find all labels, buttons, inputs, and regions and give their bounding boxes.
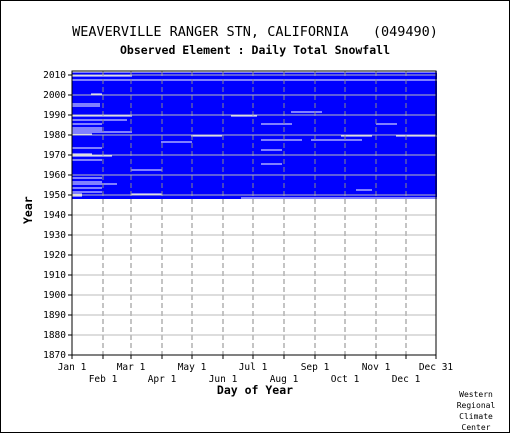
x-tick-label: Dec 1	[392, 374, 421, 385]
missing-segment	[341, 135, 372, 137]
y-tick-label: 1890	[43, 310, 66, 321]
x-tick-label: Dec 31	[419, 362, 454, 373]
missing-segment	[231, 115, 257, 117]
missing-segment	[376, 123, 397, 125]
y-tick-label: 1990	[43, 110, 66, 121]
grid-layer	[72, 71, 436, 355]
y-tick-label: 1930	[43, 230, 66, 241]
missing-segment	[72, 79, 437, 81]
missing-segment	[72, 133, 92, 135]
y-axis-label: Year	[21, 196, 35, 224]
missing-segment	[161, 141, 192, 143]
tick-layer: 1870 1880 1890 1900 1910 1920 1930 1940 1950 1960…	[43, 70, 453, 385]
missing-segment	[261, 139, 302, 141]
missing-segment	[72, 105, 100, 107]
x-tick-label: Jan 1	[58, 362, 87, 373]
missing-segment	[72, 183, 117, 185]
missing-segment	[91, 93, 102, 95]
missing-segment	[356, 189, 372, 191]
missing-segment	[72, 177, 102, 179]
missing-segment	[72, 187, 102, 189]
credit-line: Western	[459, 390, 493, 399]
credit-block: Western Regional Climate Center	[446, 389, 506, 433]
missing-segment	[241, 197, 437, 199]
missing-segment	[72, 119, 127, 121]
y-tick-label: 1870	[43, 350, 66, 361]
missing-segment	[291, 111, 322, 113]
missing-segment	[72, 123, 102, 125]
x-tick-label: Apr 1	[148, 374, 177, 385]
y-tick-label: 1900	[43, 290, 66, 301]
missing-segment	[396, 135, 437, 137]
missing-segment	[311, 139, 362, 141]
chart-subtitle: Observed Element : Daily Total Snowfall	[119, 43, 391, 57]
y-tick-label: 1920	[43, 250, 66, 261]
missing-segment	[261, 163, 282, 165]
missing-segment	[72, 159, 102, 161]
y-tick-label: 1950	[43, 190, 66, 201]
missing-segment	[72, 153, 92, 155]
plot-border	[71, 70, 437, 356]
missing-segment	[191, 135, 222, 137]
x-tick-label: Nov 1	[362, 362, 391, 373]
missing-segment	[72, 75, 132, 77]
x-tick-label: Oct 1	[331, 374, 360, 385]
missing-segment	[72, 155, 112, 157]
y-tick-label: 1940	[43, 210, 66, 221]
missing-segment	[261, 149, 282, 151]
missing-segment	[72, 127, 102, 129]
x-tick-label: Aug 1	[270, 374, 299, 385]
y-tick-label: 2010	[43, 70, 66, 81]
missing-segment	[72, 115, 132, 117]
y-tick-label: 1910	[43, 270, 66, 281]
x-tick-label: Mar 1	[117, 362, 146, 373]
x-tick-label: Jun 1	[209, 374, 238, 385]
credit-line: Center	[461, 423, 491, 432]
missing-segment	[72, 71, 437, 73]
missing-segment	[72, 195, 82, 197]
x-tick-label: Sep 1	[301, 362, 330, 373]
missing-segment	[72, 193, 82, 195]
y-tick-label: 1960	[43, 170, 66, 181]
missing-segment	[72, 131, 132, 133]
missing-segment	[72, 147, 102, 149]
y-tick-label: 1970	[43, 150, 66, 161]
missing-segment	[131, 169, 162, 171]
y-tick-label: 1980	[43, 130, 66, 141]
credit-line: Regional	[456, 401, 496, 410]
missing-segment	[131, 193, 162, 195]
missing-segment	[72, 129, 102, 131]
missing-segment	[72, 103, 100, 105]
credit-line: Climate	[459, 412, 493, 421]
y-tick-label: 2000	[43, 90, 66, 101]
x-tick-label: May 1	[178, 362, 207, 373]
missing-segment	[72, 181, 102, 183]
x-axis-label: Day of Year	[216, 383, 294, 397]
x-tick-label: Feb 1	[89, 374, 118, 385]
missing-segment	[72, 191, 102, 193]
chart-title: WEAVERVILLE RANGER STN, CALIFORNIA (0494…	[72, 24, 438, 40]
x-tick-label: Jul 1	[239, 362, 268, 373]
y-tick-label: 1880	[43, 330, 66, 341]
missing-segment	[261, 123, 292, 125]
